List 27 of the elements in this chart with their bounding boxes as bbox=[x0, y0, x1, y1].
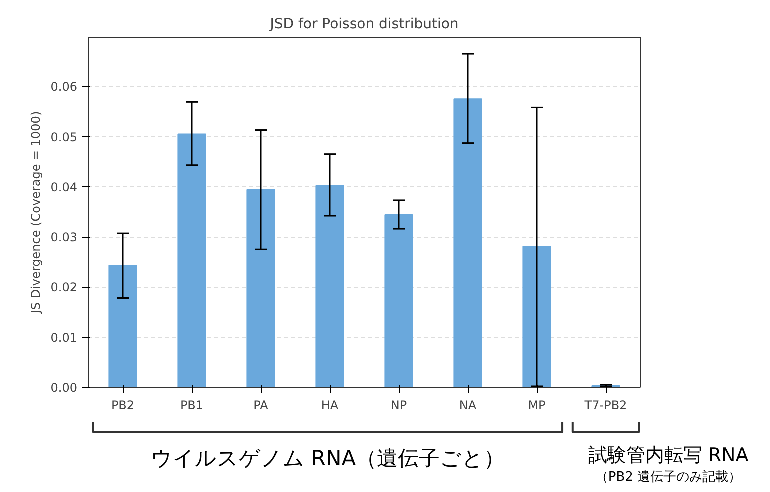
bar bbox=[108, 265, 138, 388]
bar bbox=[454, 98, 482, 388]
y-tick-label: 0.06 bbox=[50, 80, 78, 94]
chart-title: JSD for Poisson distribution bbox=[269, 16, 459, 32]
y-axis-title: JS Divergence (Coverage = 1000) bbox=[28, 111, 43, 315]
x-tick-label: PB2 bbox=[111, 398, 135, 412]
x-tick-label: NP bbox=[390, 398, 408, 412]
x-tick-label: HA bbox=[321, 398, 340, 412]
bar bbox=[316, 185, 344, 388]
text: （PB2 遺伝子のみ記載） bbox=[595, 470, 742, 485]
text: 試験管内転写 RNA bbox=[588, 444, 749, 466]
x-tick-label: NA bbox=[459, 398, 478, 412]
text: ウイルスゲノム RNA（遺伝子ごと） bbox=[150, 446, 506, 470]
y-tick-label: 0.03 bbox=[50, 230, 78, 245]
x-tick-label: T7-PB2 bbox=[584, 398, 628, 412]
x-tick-label: PA bbox=[254, 398, 270, 412]
y-tick-label: 0.02 bbox=[50, 280, 78, 295]
bar bbox=[178, 134, 206, 388]
y-tick-label: 0.01 bbox=[50, 330, 78, 345]
x-tick-label: MP bbox=[528, 398, 546, 412]
bar bbox=[384, 214, 414, 388]
y-tick-label: 0.00 bbox=[50, 381, 78, 395]
y-tick-label: 0.05 bbox=[50, 130, 78, 144]
bar bbox=[522, 246, 552, 388]
bar bbox=[246, 189, 276, 388]
y-tick-label: 0.04 bbox=[50, 180, 78, 194]
x-tick-label: PB1 bbox=[180, 398, 204, 412]
